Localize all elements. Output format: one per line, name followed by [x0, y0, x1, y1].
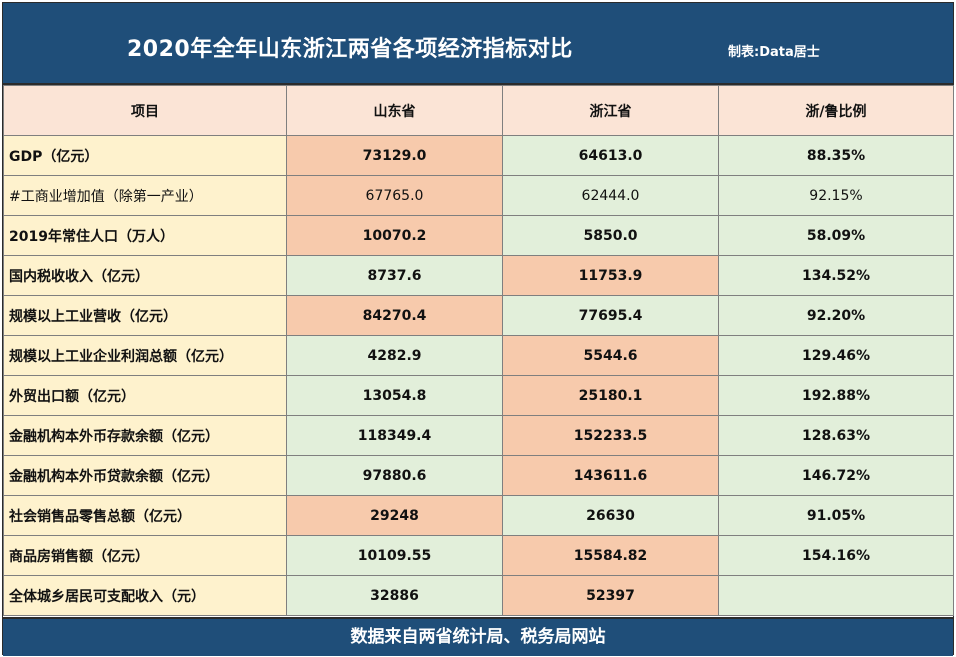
- shandong-value: 118349.4: [286, 415, 503, 456]
- header-ratio: 浙/鲁比例: [718, 85, 954, 136]
- credit-label: 制表:Data居士: [728, 45, 820, 60]
- ratio-value: 88.35%: [718, 135, 954, 176]
- table-row: 金融机构本外币存款余额（亿元） 118349.4 152233.5 128.63…: [3, 415, 954, 456]
- row-name: 国内税收收入（亿元）: [3, 255, 287, 296]
- table-row: 规模以上工业企业利润总额（亿元） 4282.9 5544.6 129.46%: [3, 335, 954, 376]
- row-name: GDP（亿元）: [3, 135, 287, 176]
- zhejiang-value: 11753.9: [502, 255, 719, 296]
- zhejiang-value: 143611.6: [502, 455, 719, 496]
- header-shandong: 山东省: [286, 85, 503, 136]
- row-name: 金融机构本外币存款余额（亿元）: [3, 415, 287, 456]
- row-name: 社会销售品零售总额（亿元）: [3, 495, 287, 536]
- source-footer: 数据来自两省统计局、税务局网站: [3, 617, 953, 656]
- table-row: 2019年常住人口（万人） 10070.2 5850.0 58.09%: [3, 215, 954, 256]
- zhejiang-value: 25180.1: [502, 375, 719, 416]
- table-title: 2020年全年山东浙江两省各项经济指标对比: [127, 37, 573, 62]
- ratio-value: 128.63%: [718, 415, 954, 456]
- zhejiang-value: 26630: [502, 495, 719, 536]
- shandong-value: 73129.0: [286, 135, 503, 176]
- table-row: #工商业增加值（除第一产业） 67765.0 62444.0 92.15%: [3, 175, 954, 216]
- ratio-value: 58.09%: [718, 215, 954, 256]
- shandong-value: 4282.9: [286, 335, 503, 376]
- row-name: 全体城乡居民可支配收入（元）: [3, 575, 287, 616]
- row-name: 规模以上工业企业利润总额（亿元）: [3, 335, 287, 376]
- header-item: 项目: [3, 85, 287, 136]
- table-row: 商品房销售额（亿元） 10109.55 15584.82 154.16%: [3, 535, 954, 576]
- ratio-value: 92.20%: [718, 295, 954, 336]
- zhejiang-value: 62444.0: [502, 175, 719, 216]
- ratio-value: 129.46%: [718, 335, 954, 376]
- zhejiang-value: 5544.6: [502, 335, 719, 376]
- title-banner: 2020年全年山东浙江两省各项经济指标对比 制表:Data居士: [3, 3, 953, 85]
- shandong-value: 97880.6: [286, 455, 503, 496]
- zhejiang-value: 152233.5: [502, 415, 719, 456]
- zhejiang-value: 64613.0: [502, 135, 719, 176]
- zhejiang-value: 77695.4: [502, 295, 719, 336]
- shandong-value: 32886: [286, 575, 503, 616]
- shandong-value: 84270.4: [286, 295, 503, 336]
- row-name: 2019年常住人口（万人）: [3, 215, 287, 256]
- table-row: 社会销售品零售总额（亿元） 29248 26630 91.05%: [3, 495, 954, 536]
- zhejiang-value: 15584.82: [502, 535, 719, 576]
- shandong-value: 29248: [286, 495, 503, 536]
- comparison-table: 项目 山东省 浙江省 浙/鲁比例 GDP（亿元） 73129.0 64613.0…: [3, 85, 954, 616]
- table-row: 全体城乡居民可支配收入（元） 32886 52397: [3, 575, 954, 616]
- zhejiang-value: 52397: [502, 575, 719, 616]
- ratio-value: 192.88%: [718, 375, 954, 416]
- table-row: 规模以上工业营收（亿元） 84270.4 77695.4 92.20%: [3, 295, 954, 336]
- shandong-value: 10109.55: [286, 535, 503, 576]
- table-row: 国内税收收入（亿元） 8737.6 11753.9 134.52%: [3, 255, 954, 296]
- table-row: 金融机构本外币贷款余额（亿元） 97880.6 143611.6 146.72%: [3, 455, 954, 496]
- header-row: 项目 山东省 浙江省 浙/鲁比例: [3, 85, 954, 136]
- shandong-value: 13054.8: [286, 375, 503, 416]
- ratio-value: 134.52%: [718, 255, 954, 296]
- ratio-value: 92.15%: [718, 175, 954, 216]
- ratio-value: [718, 575, 954, 616]
- row-name: 金融机构本外币贷款余额（亿元）: [3, 455, 287, 496]
- ratio-value: 154.16%: [718, 535, 954, 576]
- ratio-value: 91.05%: [718, 495, 954, 536]
- shandong-value: 10070.2: [286, 215, 503, 256]
- shandong-value: 67765.0: [286, 175, 503, 216]
- shandong-value: 8737.6: [286, 255, 503, 296]
- table-row: 外贸出口额（亿元） 13054.8 25180.1 192.88%: [3, 375, 954, 416]
- zhejiang-value: 5850.0: [502, 215, 719, 256]
- table-row: GDP（亿元） 73129.0 64613.0 88.35%: [3, 135, 954, 176]
- row-name: #工商业增加值（除第一产业）: [3, 175, 287, 216]
- row-name: 规模以上工业营收（亿元）: [3, 295, 287, 336]
- header-zhejiang: 浙江省: [502, 85, 719, 136]
- row-name: 商品房销售额（亿元）: [3, 535, 287, 576]
- ratio-value: 146.72%: [718, 455, 954, 496]
- row-name: 外贸出口额（亿元）: [3, 375, 287, 416]
